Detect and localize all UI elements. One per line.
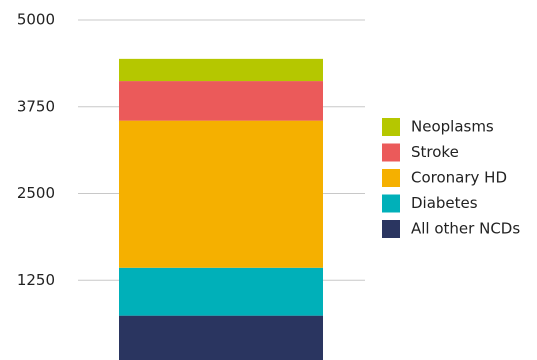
bar-segment bbox=[119, 267, 323, 316]
y-tick-label: 3750 bbox=[17, 97, 55, 115]
bar-segment bbox=[119, 120, 323, 268]
legend-label: Neoplasms bbox=[411, 118, 494, 136]
bar-segment bbox=[119, 81, 323, 121]
legend-swatch bbox=[382, 194, 400, 213]
y-tick-label: 1250 bbox=[17, 271, 55, 289]
legend-label: Stroke bbox=[411, 143, 459, 161]
legend-label: Diabetes bbox=[411, 194, 478, 212]
bar-segment bbox=[119, 58, 323, 82]
legend-swatch bbox=[382, 169, 400, 187]
legend-label: All other NCDs bbox=[411, 220, 520, 238]
legend-swatch bbox=[382, 143, 400, 162]
legend-swatch bbox=[382, 118, 400, 136]
y-tick-label: 5000 bbox=[17, 11, 55, 29]
bar-segment bbox=[119, 315, 323, 360]
legend-swatch bbox=[382, 220, 400, 238]
legend-label: Coronary HD bbox=[411, 169, 507, 187]
y-tick-label: 2500 bbox=[17, 184, 55, 202]
